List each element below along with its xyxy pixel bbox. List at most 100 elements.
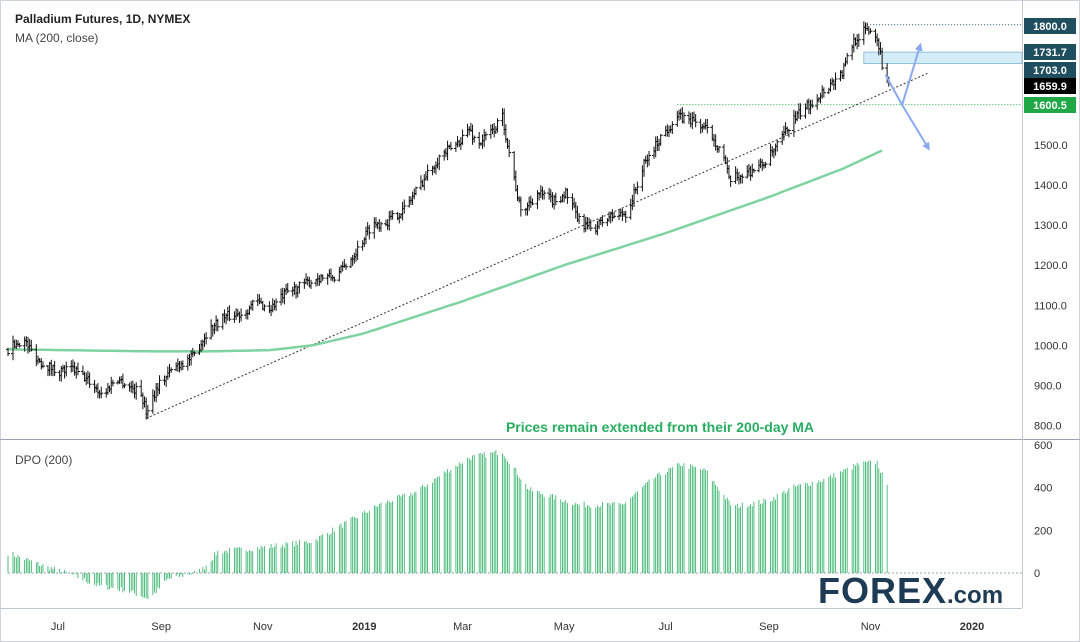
price-bar [472,135,477,143]
price-bar [413,186,418,196]
price-bar [845,52,850,65]
price-label-box [1024,62,1076,78]
y-tick-label: 1300.0 [1034,220,1068,232]
price-bar [448,141,453,151]
price-bar [40,361,45,369]
price-bar [635,181,640,195]
dpo-tick-label: 200 [1034,525,1052,537]
price-bar [880,47,885,71]
price-bar [192,351,197,356]
x-tick-label: Mar [453,621,472,633]
price-bar [367,224,372,240]
x-tick-label: 2020 [960,621,984,633]
price-bar [775,140,780,152]
x-tick-label: May [554,621,575,633]
chart-title: Palladium Futures, 1D, NYMEX [15,12,191,26]
price-bar [623,210,628,223]
trendline [145,72,929,419]
price-bar [542,190,547,200]
price-bar [355,240,360,260]
forex-logo: FOREX.com [818,570,1004,611]
y-tick-label: 1500.0 [1034,140,1068,152]
price-bar [227,305,232,322]
price-bar [274,298,279,311]
price-bar [483,131,488,141]
price-bar [134,382,139,400]
price-bar [110,379,115,387]
price-bar [52,360,57,377]
price-bar [728,175,733,187]
price-bar [180,360,185,370]
price-label-text: 1659.9 [1033,81,1067,93]
price-bar [565,188,570,204]
x-tick-label: Jul [51,621,65,633]
y-tick-label: 1000.0 [1034,340,1068,352]
x-tick-label: 2019 [352,621,376,633]
x-tick-label: Sep [759,621,779,633]
price-bar [810,99,815,109]
price-bar [309,279,314,289]
price-bar [460,129,465,145]
price-label-text: 1703.0 [1033,65,1067,77]
price-bar [856,33,861,47]
price-bar [87,372,92,389]
price-bar [553,192,558,206]
price-bar [215,318,220,332]
price-bar [390,210,395,220]
dpo-legend-label: DPO (200) [15,453,73,467]
price-bar [705,118,710,134]
price-bar [75,362,80,376]
price-bar [740,173,745,184]
price-bar [833,72,838,90]
scenario-arrow [901,104,930,151]
price-bar [250,299,255,311]
price-label-box [1024,97,1076,113]
x-tick-label: Sep [151,621,171,633]
price-label-text: 1600.5 [1033,100,1067,112]
dpo-tick-label: 400 [1034,483,1052,495]
resistance-zone [863,51,1023,64]
x-tick-label: Jul [659,621,673,633]
price-label-text: 1800.0 [1033,21,1067,33]
price-bar [297,281,302,294]
price-bar [239,308,244,322]
price-bar [588,219,593,232]
price-bar [332,276,337,283]
price-bar [647,150,652,166]
price-bar [378,221,383,232]
price-bar [600,215,605,227]
price-bar [670,121,675,134]
price-label-box [1024,18,1076,34]
price-bar [821,87,826,98]
chart-annotation: Prices remain extended from their 200-da… [505,419,815,435]
price-bar [693,114,698,128]
price-bar [716,145,721,153]
price-bar [577,212,582,224]
price-bar [29,339,34,352]
price-bar [658,134,663,146]
ma-legend-label: MA (200, close) [15,31,99,45]
price-bar [612,211,617,219]
price-bar [682,112,686,124]
dpo-tick-label: 0 [1034,568,1040,580]
price-bar [99,386,104,399]
price-bar [344,263,348,270]
y-tick-label: 1200.0 [1034,260,1068,272]
price-bar [763,161,768,168]
price-bar [751,168,756,174]
price-bar [17,342,22,348]
x-tick-label: Nov [861,621,881,633]
dpo-tick-label: 600 [1034,440,1052,452]
y-tick-label: 900.0 [1034,380,1062,392]
price-bar [169,367,174,373]
price-bar [786,128,791,138]
y-tick-label: 800.0 [1034,421,1062,433]
price-bar [425,164,430,181]
price-bar [6,347,10,357]
price-bar [402,199,407,214]
price-bar [437,154,442,171]
price-bar [477,132,482,149]
x-tick-label: Nov [253,621,273,633]
price-bar [495,118,500,133]
price-label-text: 1731.7 [1033,47,1067,59]
